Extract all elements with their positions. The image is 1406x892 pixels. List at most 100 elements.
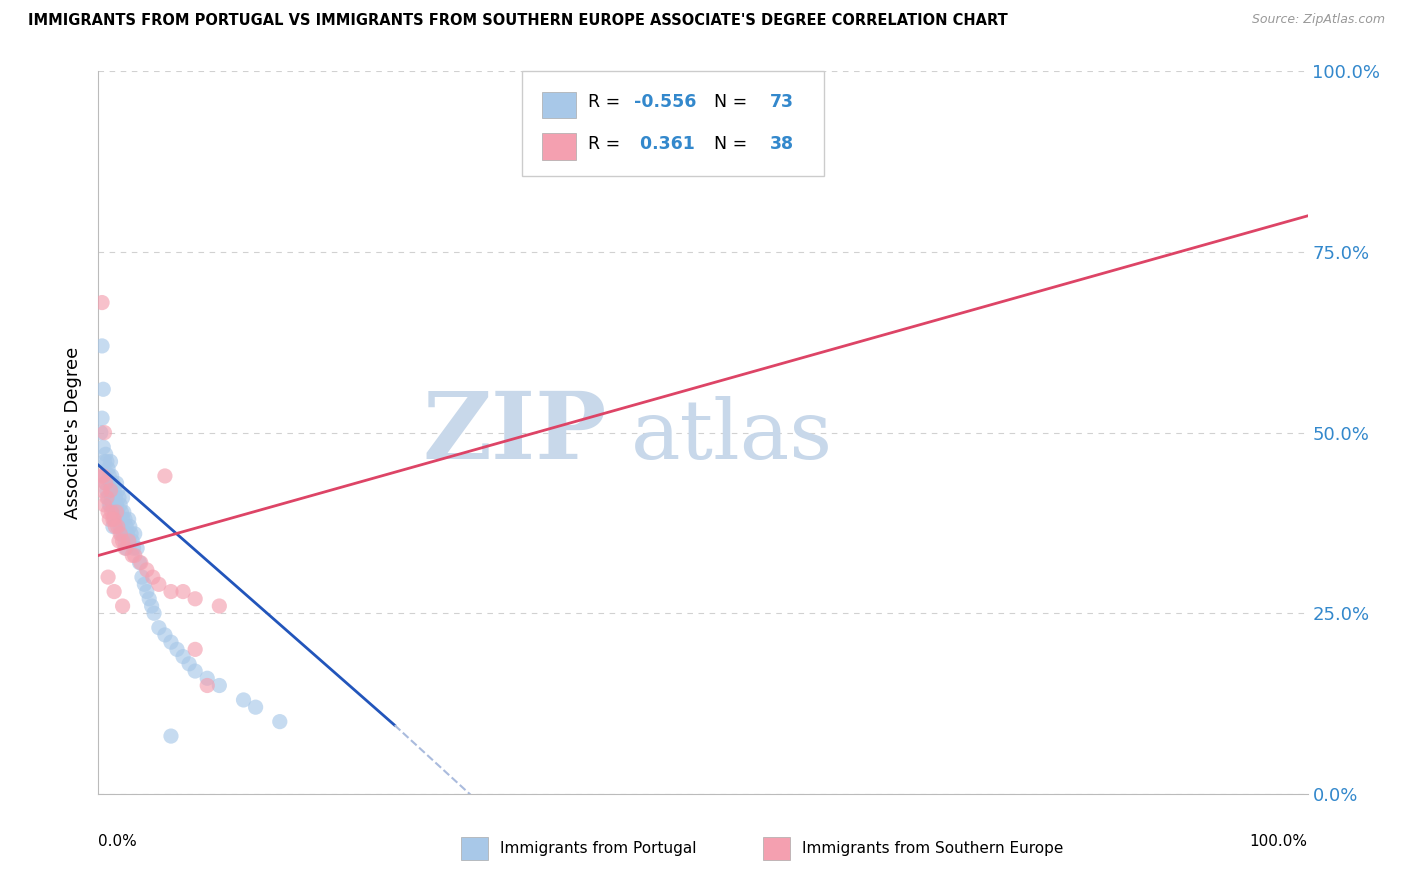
Point	[111, 512, 134, 526]
Point	[101, 498, 124, 512]
Point	[179, 657, 201, 671]
Point	[142, 570, 165, 584]
Point	[105, 476, 128, 491]
Point	[148, 577, 170, 591]
Point	[111, 533, 134, 548]
Point	[138, 591, 160, 606]
Point	[124, 549, 146, 563]
Text: atlas: atlas	[630, 396, 832, 476]
Point	[110, 505, 132, 519]
Point	[135, 584, 157, 599]
Point	[104, 519, 127, 533]
Point	[100, 483, 122, 498]
Point	[118, 533, 141, 548]
Point	[108, 519, 131, 533]
Point	[115, 519, 138, 533]
Point	[121, 533, 143, 548]
Bar	[461, 837, 488, 860]
Point	[120, 526, 142, 541]
Point	[114, 541, 136, 556]
Point	[103, 483, 125, 498]
Text: IMMIGRANTS FROM PORTUGAL VS IMMIGRANTS FROM SOUTHERN EUROPE ASSOCIATE'S DEGREE C: IMMIGRANTS FROM PORTUGAL VS IMMIGRANTS F…	[28, 13, 1008, 29]
Point	[105, 505, 128, 519]
Point	[107, 505, 129, 519]
Point	[117, 526, 139, 541]
Text: R =: R =	[588, 94, 626, 112]
Point	[103, 512, 125, 526]
Point	[172, 649, 194, 664]
Point	[114, 512, 136, 526]
Point	[148, 621, 170, 635]
Point	[93, 469, 115, 483]
Point	[121, 549, 143, 563]
Point	[127, 541, 149, 556]
Point	[107, 483, 129, 498]
Point	[111, 491, 134, 505]
Point	[104, 491, 127, 505]
Point	[100, 491, 122, 505]
Text: N =: N =	[703, 135, 752, 153]
Point	[184, 591, 207, 606]
Point	[94, 476, 117, 491]
Point	[100, 469, 122, 483]
Point	[101, 512, 124, 526]
Point	[112, 526, 135, 541]
Point	[97, 491, 120, 505]
Point	[94, 447, 117, 461]
Point	[103, 505, 125, 519]
Bar	[543, 134, 576, 160]
Point	[114, 533, 136, 548]
Text: 0.361: 0.361	[634, 135, 695, 153]
Text: 100.0%: 100.0%	[1250, 834, 1308, 848]
Point	[90, 469, 112, 483]
Text: 38: 38	[769, 135, 793, 153]
Point	[134, 577, 156, 591]
Point	[101, 519, 124, 533]
Point	[160, 729, 183, 743]
Point	[108, 491, 131, 505]
Point	[184, 664, 207, 678]
Text: N =: N =	[703, 94, 752, 112]
Point	[98, 469, 121, 483]
Point	[93, 425, 115, 440]
Point	[96, 454, 118, 468]
Text: R =: R =	[588, 135, 626, 153]
Point	[98, 512, 121, 526]
Bar	[543, 92, 576, 119]
Point	[97, 570, 120, 584]
Point	[105, 498, 128, 512]
Point	[135, 563, 157, 577]
Point	[93, 454, 115, 468]
Y-axis label: Associate's Degree: Associate's Degree	[65, 346, 83, 519]
Point	[269, 714, 291, 729]
Text: 73: 73	[769, 94, 793, 112]
Point	[184, 642, 207, 657]
Point	[115, 541, 138, 556]
Point	[107, 519, 129, 533]
Text: -0.556: -0.556	[634, 94, 696, 112]
FancyBboxPatch shape	[522, 71, 824, 176]
Point	[160, 584, 183, 599]
Text: Source: ZipAtlas.com: Source: ZipAtlas.com	[1251, 13, 1385, 27]
Point	[96, 491, 118, 505]
Point	[124, 526, 146, 541]
Point	[143, 607, 166, 621]
Text: ZIP: ZIP	[422, 388, 606, 477]
Bar	[763, 837, 790, 860]
Point	[166, 642, 188, 657]
Point	[90, 425, 112, 440]
Point	[108, 533, 131, 548]
Point	[104, 512, 127, 526]
Point	[110, 526, 132, 541]
Point	[208, 599, 231, 613]
Text: 0.0%: 0.0%	[98, 834, 138, 848]
Point	[118, 519, 141, 533]
Point	[153, 469, 176, 483]
Point	[98, 498, 121, 512]
Point	[129, 556, 152, 570]
Point	[97, 505, 120, 519]
Point	[245, 700, 267, 714]
Point	[108, 526, 131, 541]
Point	[232, 693, 254, 707]
Point	[118, 512, 141, 526]
